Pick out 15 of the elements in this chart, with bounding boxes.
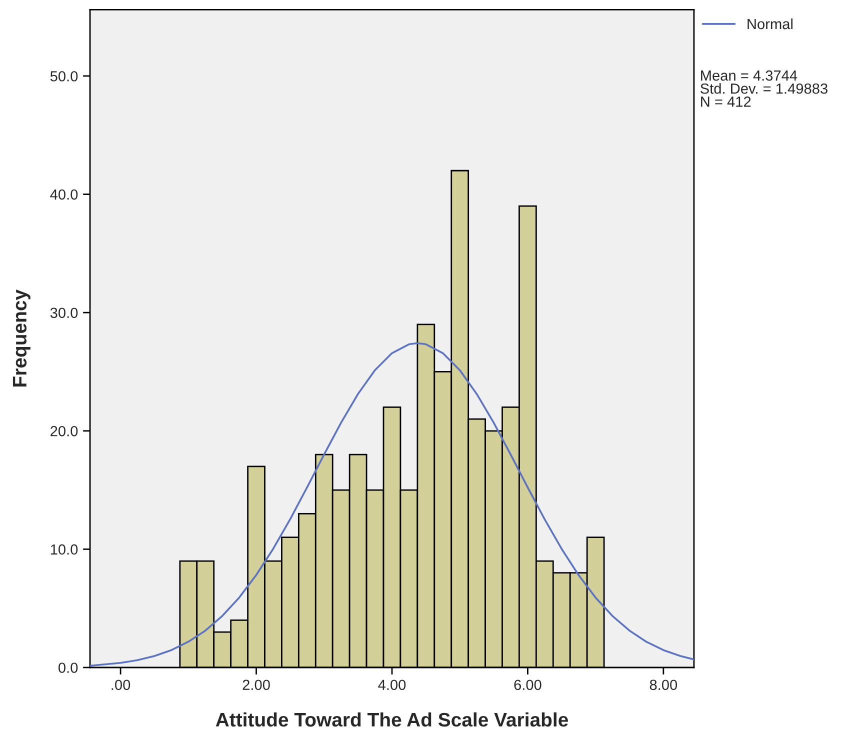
x-tick-label: .00 <box>112 680 130 690</box>
x-tick-label: 6.00 <box>514 680 542 690</box>
y-tick-label: 0.0 <box>58 662 78 673</box>
y-tick-label: 20.0 <box>50 426 78 436</box>
y-tick-label: 30.0 <box>50 308 78 318</box>
x-tick-label: 4.00 <box>378 680 406 690</box>
x-tick-label: 8.00 <box>650 680 678 690</box>
y-tick-label: 50.0 <box>50 71 78 82</box>
y-tick-label: 10.0 <box>50 544 78 555</box>
legend-label: Normal <box>748 18 792 30</box>
y-axis-title: Frequency <box>12 290 30 386</box>
x-tick-label: 2.00 <box>242 680 270 690</box>
x-axis-title: Attitude Toward The Ad Scale Variable <box>216 712 568 727</box>
text: Mean = 4.3744 Std. Dev. = 1.49883 N = 412 <box>700 70 828 107</box>
y-tick-label: 40.0 <box>50 189 78 200</box>
